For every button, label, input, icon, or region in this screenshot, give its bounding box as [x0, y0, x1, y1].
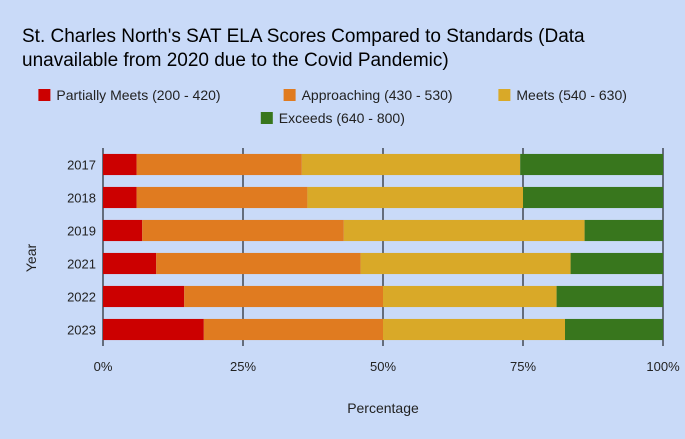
y-tick-label: 2023 [67, 323, 96, 338]
chart-title-line-1: St. Charles North's SAT ELA Scores Compa… [22, 26, 585, 47]
bar-segment-2019-approaching-430-530 [142, 219, 344, 242]
bar-segment-2019-meets-540-630 [343, 219, 585, 242]
bar-segment-2018-exceeds-640-800 [523, 186, 663, 209]
bar-segment-2018-partially-meets-200-420 [103, 186, 137, 209]
bar-segment-2023-approaching-430-530 [203, 318, 383, 341]
legend-label-partially-meets-200-420: Partially Meets (200 - 420) [56, 87, 220, 103]
bar-segment-2018-meets-540-630 [307, 186, 523, 209]
bar-segment-2017-meets-540-630 [301, 153, 521, 176]
y-axis-label: Year [23, 244, 39, 273]
bar-segment-2021-partially-meets-200-420 [103, 252, 157, 275]
x-tick-label: 25% [230, 359, 256, 374]
bar-segment-2022-partially-meets-200-420 [103, 285, 185, 308]
legend-swatch-meets-540-630 [498, 89, 511, 101]
bar-segment-2017-exceeds-640-800 [520, 153, 663, 176]
gridlines [102, 148, 664, 346]
bar-segment-2023-partially-meets-200-420 [103, 318, 204, 341]
y-tick-label: 2019 [67, 224, 96, 239]
y-axis-tick-labels: 2017 2018 2019 2021 2022 2023 [67, 158, 96, 338]
legend-swatch-partially-meets-200-420 [38, 89, 51, 101]
bar-segment-2022-approaching-430-530 [184, 285, 383, 308]
y-tick-label: 2018 [67, 191, 96, 206]
bar-segment-2022-meets-540-630 [383, 285, 557, 308]
x-tick-label: 75% [510, 359, 536, 374]
bar-segment-2019-exceeds-640-800 [584, 219, 663, 242]
bar-segment-2023-meets-540-630 [383, 318, 565, 341]
legend-swatch-approaching-430-530 [283, 89, 296, 101]
bar-segment-2021-approaching-430-530 [156, 252, 361, 275]
x-tick-label: 50% [370, 359, 396, 374]
legend-label-exceeds-640-800: Exceeds (640 - 800) [279, 110, 405, 126]
bar-segment-2017-partially-meets-200-420 [103, 153, 137, 176]
bars [103, 153, 663, 341]
legend-label-meets-540-630: Meets (540 - 630) [516, 87, 627, 103]
y-tick-label: 2017 [67, 158, 96, 173]
bar-segment-2021-meets-540-630 [360, 252, 571, 275]
x-axis-tick-labels: 0% 25% 50% 75% 100% [94, 359, 680, 374]
bar-segment-2018-approaching-430-530 [136, 186, 308, 209]
y-tick-label: 2021 [67, 257, 96, 272]
legend-swatch-exceeds-640-800 [260, 112, 273, 124]
bar-segment-2017-approaching-430-530 [136, 153, 302, 176]
bar-segment-2022-exceeds-640-800 [556, 285, 663, 308]
x-axis-label: Percentage [347, 400, 419, 416]
legend-label-approaching-430-530: Approaching (430 - 530) [302, 87, 453, 103]
x-tick-label: 100% [646, 359, 680, 374]
bar-segment-2019-partially-meets-200-420 [103, 219, 143, 242]
x-tick-label: 0% [94, 359, 113, 374]
bar-segment-2023-exceeds-640-800 [565, 318, 663, 341]
legend: Partially Meets (200 - 420) Approaching (… [38, 87, 627, 126]
chart-title-line-2: unavailable from 2020 due to the Covid P… [22, 50, 449, 71]
y-tick-label: 2022 [67, 290, 96, 305]
bar-segment-2021-exceeds-640-800 [570, 252, 663, 275]
